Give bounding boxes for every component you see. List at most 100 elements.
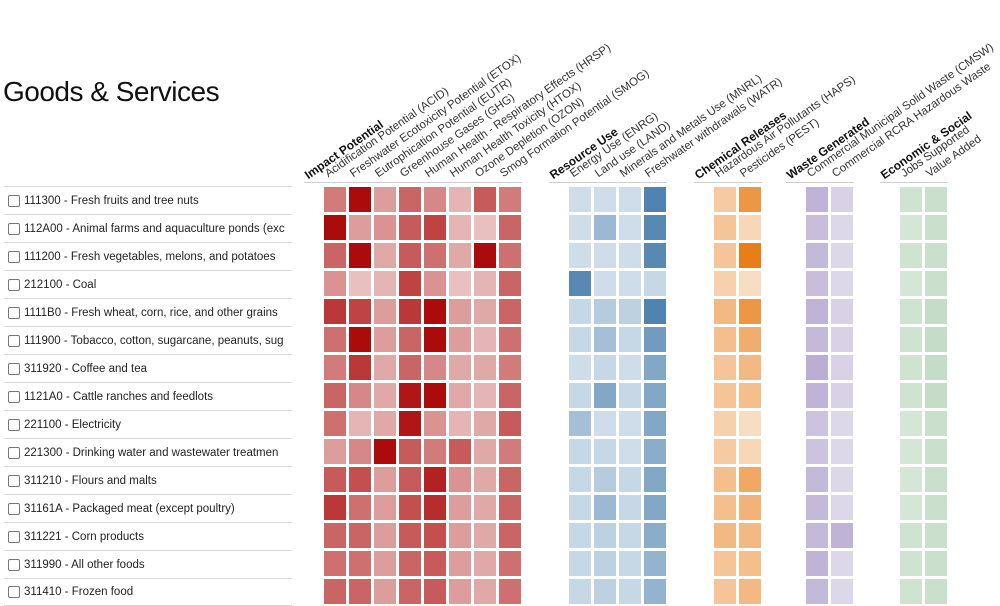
heatmap-cell[interactable] — [474, 299, 496, 324]
heatmap-cell[interactable] — [594, 299, 616, 324]
heatmap-cell[interactable] — [619, 467, 641, 492]
table-row[interactable]: 111300 - Fresh fruits and tree nuts — [4, 186, 292, 214]
heatmap-cell[interactable] — [424, 187, 446, 212]
heatmap-cell[interactable] — [374, 299, 396, 324]
heatmap-cell[interactable] — [449, 467, 471, 492]
heatmap-cell[interactable] — [739, 495, 761, 520]
heatmap-cell[interactable] — [569, 467, 591, 492]
heatmap-cell[interactable] — [714, 271, 736, 296]
heatmap-cell[interactable] — [619, 411, 641, 436]
heatmap-cell[interactable] — [594, 551, 616, 576]
heatmap-cell[interactable] — [499, 215, 521, 240]
heatmap-cell[interactable] — [324, 383, 346, 408]
heatmap-cell[interactable] — [619, 271, 641, 296]
heatmap-cell[interactable] — [499, 411, 521, 436]
heatmap-cell[interactable] — [349, 495, 371, 520]
heatmap-cell[interactable] — [569, 411, 591, 436]
heatmap-cell[interactable] — [925, 215, 947, 240]
heatmap-cell[interactable] — [900, 215, 922, 240]
heatmap-cell[interactable] — [806, 215, 828, 240]
heatmap-cell[interactable] — [349, 439, 371, 464]
row-checkbox[interactable] — [8, 306, 20, 319]
heatmap-cell[interactable] — [619, 215, 641, 240]
heatmap-cell[interactable] — [424, 355, 446, 380]
heatmap-cell[interactable] — [594, 495, 616, 520]
heatmap-cell[interactable] — [739, 383, 761, 408]
heatmap-cell[interactable] — [594, 383, 616, 408]
heatmap-cell[interactable] — [449, 411, 471, 436]
heatmap-cell[interactable] — [349, 579, 371, 604]
heatmap-cell[interactable] — [424, 299, 446, 324]
heatmap-cell[interactable] — [424, 327, 446, 352]
row-checkbox[interactable] — [8, 222, 20, 235]
row-checkbox[interactable] — [8, 278, 20, 291]
heatmap-cell[interactable] — [349, 187, 371, 212]
row-checkbox[interactable] — [8, 502, 20, 515]
heatmap-cell[interactable] — [499, 495, 521, 520]
heatmap-cell[interactable] — [831, 411, 853, 436]
row-checkbox[interactable] — [8, 250, 20, 263]
heatmap-cell[interactable] — [831, 551, 853, 576]
heatmap-cell[interactable] — [900, 411, 922, 436]
heatmap-cell[interactable] — [349, 215, 371, 240]
heatmap-cell[interactable] — [449, 327, 471, 352]
heatmap-cell[interactable] — [900, 187, 922, 212]
heatmap-cell[interactable] — [449, 355, 471, 380]
table-row[interactable]: 112A00 - Animal farms and aquaculture po… — [4, 214, 292, 242]
heatmap-cell[interactable] — [619, 383, 641, 408]
table-row[interactable]: 221100 - Electricity — [4, 410, 292, 438]
heatmap-cell[interactable] — [499, 523, 521, 548]
row-checkbox[interactable] — [8, 418, 20, 431]
heatmap-cell[interactable] — [806, 299, 828, 324]
heatmap-cell[interactable] — [374, 467, 396, 492]
table-row[interactable]: 212100 - Coal — [4, 270, 292, 298]
heatmap-cell[interactable] — [499, 299, 521, 324]
heatmap-cell[interactable] — [594, 243, 616, 268]
heatmap-cell[interactable] — [831, 271, 853, 296]
heatmap-cell[interactable] — [474, 467, 496, 492]
heatmap-cell[interactable] — [925, 551, 947, 576]
heatmap-cell[interactable] — [499, 467, 521, 492]
heatmap-cell[interactable] — [594, 411, 616, 436]
heatmap-cell[interactable] — [449, 215, 471, 240]
heatmap-cell[interactable] — [449, 579, 471, 604]
heatmap-cell[interactable] — [806, 551, 828, 576]
heatmap-cell[interactable] — [449, 523, 471, 548]
heatmap-cell[interactable] — [424, 495, 446, 520]
heatmap-cell[interactable] — [900, 327, 922, 352]
heatmap-cell[interactable] — [349, 243, 371, 268]
heatmap-cell[interactable] — [424, 467, 446, 492]
heatmap-cell[interactable] — [806, 355, 828, 380]
heatmap-cell[interactable] — [714, 299, 736, 324]
heatmap-cell[interactable] — [831, 495, 853, 520]
heatmap-cell[interactable] — [594, 355, 616, 380]
heatmap-cell[interactable] — [925, 299, 947, 324]
heatmap-cell[interactable] — [831, 439, 853, 464]
heatmap-cell[interactable] — [900, 243, 922, 268]
heatmap-cell[interactable] — [399, 243, 421, 268]
heatmap-cell[interactable] — [714, 467, 736, 492]
heatmap-cell[interactable] — [374, 579, 396, 604]
heatmap-cell[interactable] — [925, 383, 947, 408]
table-row[interactable]: 311210 - Flours and malts — [4, 466, 292, 494]
heatmap-cell[interactable] — [739, 243, 761, 268]
heatmap-cell[interactable] — [806, 187, 828, 212]
heatmap-cell[interactable] — [324, 187, 346, 212]
heatmap-cell[interactable] — [714, 495, 736, 520]
heatmap-cell[interactable] — [569, 215, 591, 240]
heatmap-cell[interactable] — [900, 439, 922, 464]
heatmap-cell[interactable] — [644, 467, 666, 492]
heatmap-cell[interactable] — [499, 439, 521, 464]
heatmap-cell[interactable] — [594, 523, 616, 548]
heatmap-cell[interactable] — [474, 327, 496, 352]
heatmap-cell[interactable] — [374, 523, 396, 548]
heatmap-cell[interactable] — [399, 327, 421, 352]
heatmap-cell[interactable] — [569, 383, 591, 408]
heatmap-cell[interactable] — [474, 243, 496, 268]
heatmap-cell[interactable] — [399, 187, 421, 212]
heatmap-cell[interactable] — [619, 439, 641, 464]
heatmap-cell[interactable] — [714, 523, 736, 548]
table-row[interactable]: 111900 - Tobacco, cotton, sugarcane, pea… — [4, 326, 292, 354]
heatmap-cell[interactable] — [925, 187, 947, 212]
heatmap-cell[interactable] — [739, 579, 761, 604]
